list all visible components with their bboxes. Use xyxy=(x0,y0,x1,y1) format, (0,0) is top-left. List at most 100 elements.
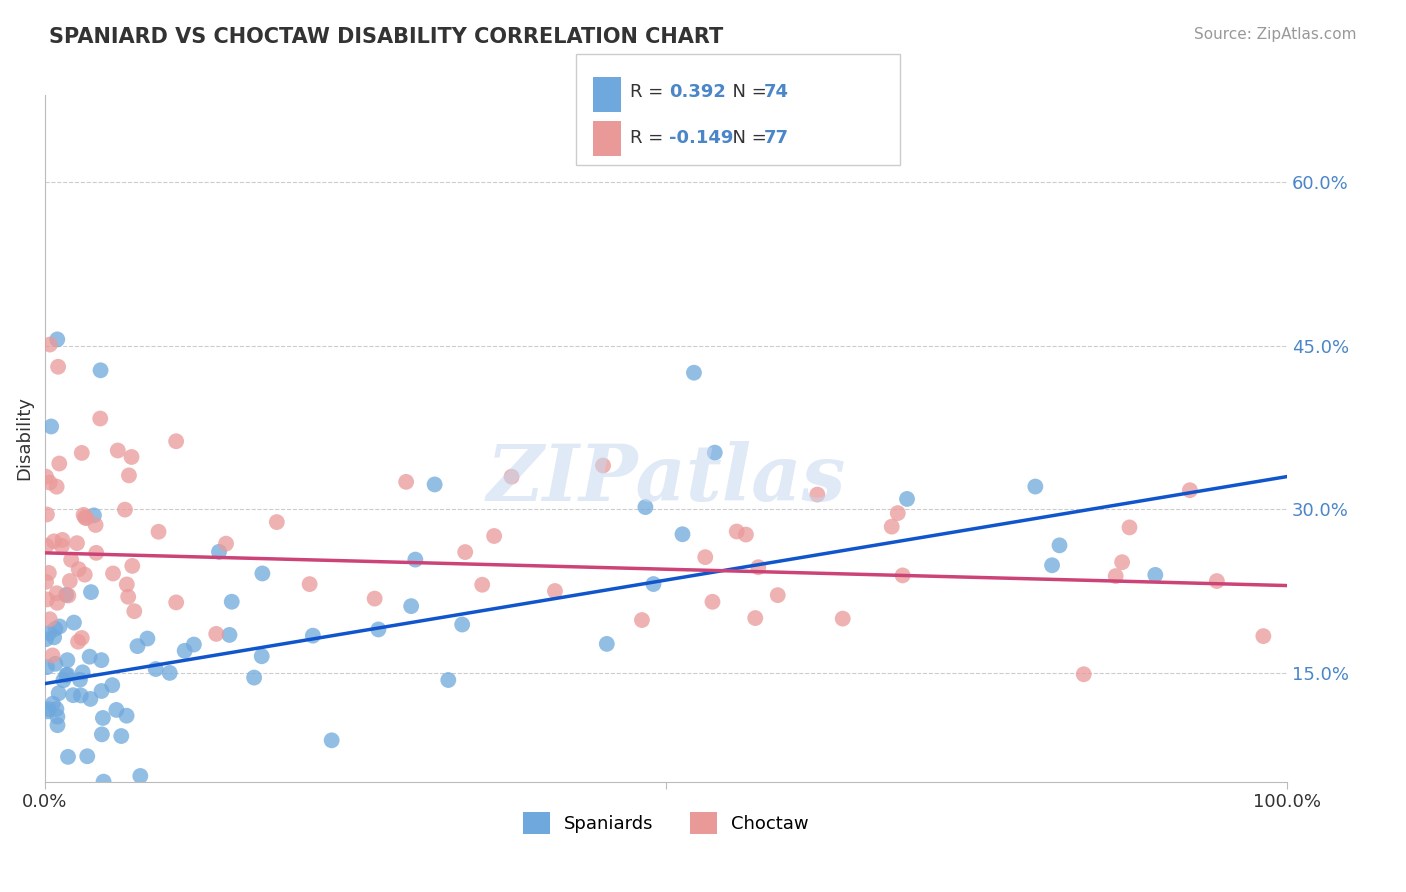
Point xyxy=(101,566,124,581)
Point xyxy=(252,566,274,581)
Point xyxy=(48,619,70,633)
Point xyxy=(1105,569,1128,583)
Point xyxy=(48,686,70,700)
Text: 0.392: 0.392 xyxy=(669,83,725,101)
Point xyxy=(73,510,96,524)
Point xyxy=(243,671,266,685)
Point xyxy=(891,568,914,582)
Point xyxy=(35,660,58,674)
Point xyxy=(66,536,89,550)
Point xyxy=(1040,558,1063,573)
Point xyxy=(725,524,748,539)
Point xyxy=(55,588,77,602)
Text: R =: R = xyxy=(630,129,669,147)
Point xyxy=(37,704,59,718)
Point xyxy=(35,574,58,589)
Point xyxy=(1253,629,1275,643)
Point xyxy=(44,657,66,671)
Point xyxy=(747,560,769,574)
Point xyxy=(695,550,717,565)
Point xyxy=(38,626,60,640)
Point xyxy=(38,702,60,716)
Point xyxy=(45,702,67,716)
Point xyxy=(129,769,152,783)
Point xyxy=(766,588,789,602)
Point xyxy=(35,508,58,522)
Point xyxy=(46,709,69,723)
Point xyxy=(72,508,94,522)
Point xyxy=(1178,483,1201,498)
Point xyxy=(399,599,422,614)
Point xyxy=(215,536,238,550)
Point xyxy=(735,527,758,541)
Point xyxy=(544,584,567,599)
Text: 77: 77 xyxy=(763,129,789,147)
Point xyxy=(218,628,240,642)
Point xyxy=(56,749,79,764)
Point xyxy=(1024,479,1046,493)
Point xyxy=(121,450,143,464)
Point xyxy=(114,502,136,516)
Point xyxy=(148,524,170,539)
Point xyxy=(52,673,75,688)
Text: -0.149: -0.149 xyxy=(669,129,734,147)
Point xyxy=(69,689,91,703)
Point xyxy=(90,653,112,667)
Point xyxy=(671,527,693,541)
Point xyxy=(592,458,614,473)
Point xyxy=(363,591,385,606)
Text: SPANIARD VS CHOCTAW DISABILITY CORRELATION CHART: SPANIARD VS CHOCTAW DISABILITY CORRELATI… xyxy=(49,27,724,46)
Point xyxy=(35,469,58,483)
Point xyxy=(38,612,60,626)
Point xyxy=(38,566,60,580)
Text: N =: N = xyxy=(721,129,773,147)
Point xyxy=(451,617,474,632)
Text: 74: 74 xyxy=(763,83,789,101)
Point xyxy=(1049,538,1071,552)
Point xyxy=(84,546,107,560)
Point xyxy=(51,539,73,553)
Point xyxy=(205,627,228,641)
Point xyxy=(73,567,96,582)
Point xyxy=(48,457,70,471)
Point xyxy=(124,604,146,618)
Point xyxy=(75,511,97,525)
Text: N =: N = xyxy=(721,83,773,101)
Point xyxy=(46,596,69,610)
Point xyxy=(45,480,67,494)
Point xyxy=(46,718,69,732)
Point xyxy=(744,611,766,625)
Point xyxy=(634,500,657,514)
Point xyxy=(1073,667,1095,681)
Point xyxy=(63,615,86,630)
Point xyxy=(44,630,66,644)
Point xyxy=(266,515,288,529)
Point xyxy=(59,574,82,588)
Point xyxy=(90,363,112,377)
Point xyxy=(35,632,58,647)
Point xyxy=(159,665,181,680)
Point xyxy=(42,697,65,711)
Point xyxy=(127,639,149,653)
Point xyxy=(105,703,128,717)
Point xyxy=(45,586,67,600)
Text: Source: ZipAtlas.com: Source: ZipAtlas.com xyxy=(1194,27,1357,42)
Point xyxy=(596,637,619,651)
Point xyxy=(91,711,114,725)
Y-axis label: Disability: Disability xyxy=(15,396,32,481)
Point xyxy=(250,649,273,664)
Point xyxy=(1205,574,1227,588)
Point xyxy=(35,539,58,553)
Point xyxy=(62,688,84,702)
Point xyxy=(60,553,83,567)
Point xyxy=(437,673,460,687)
Point xyxy=(703,445,725,459)
Point xyxy=(38,475,60,490)
Point xyxy=(76,749,98,764)
Point xyxy=(165,434,187,449)
Point xyxy=(55,668,77,682)
Point xyxy=(118,468,141,483)
Point xyxy=(404,552,426,566)
Point xyxy=(471,578,494,592)
Point xyxy=(56,667,79,681)
